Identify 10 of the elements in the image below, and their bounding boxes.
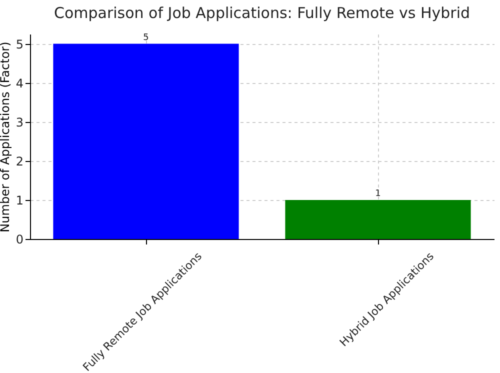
y-tick-label: 1 xyxy=(16,193,24,208)
y-tick-label: 5 xyxy=(16,37,24,52)
y-tick-label: 2 xyxy=(16,154,24,168)
y-tick-label: 4 xyxy=(16,76,24,90)
data-label: 1 xyxy=(375,188,381,199)
y-tick-label: 3 xyxy=(16,115,24,130)
y-axis-title: Number of Applications (Factor) xyxy=(0,42,12,232)
y-tick-label: 0 xyxy=(16,232,24,246)
chart-title: Comparison of Job Applications: Fully Remote vs Hybrid xyxy=(54,4,470,22)
data-label: 5 xyxy=(143,32,149,43)
